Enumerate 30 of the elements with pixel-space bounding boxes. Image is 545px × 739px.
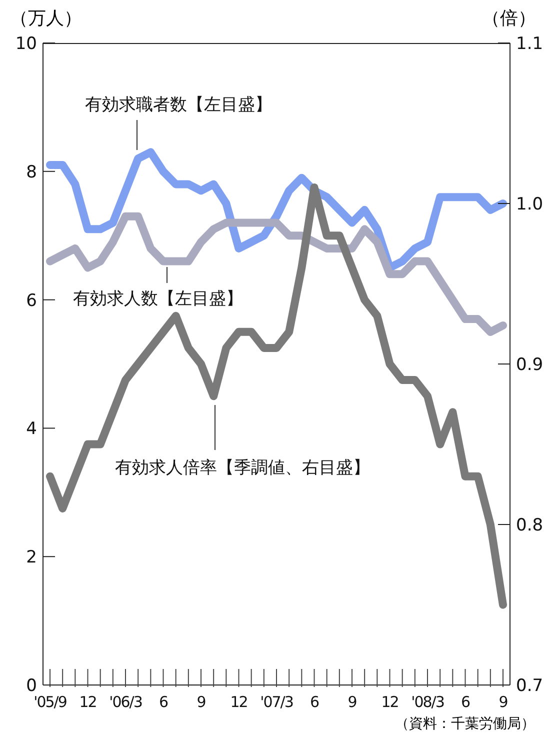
x-tick-label: 6 [158, 693, 168, 711]
x-tick-label: 6 [310, 693, 319, 711]
x-tick-label: '06/3 [109, 693, 142, 711]
y2-tick-label: 0.9 [516, 355, 544, 375]
y-tick-label: 6 [26, 290, 37, 311]
y2-tick-label: 1.1 [516, 34, 544, 54]
y-tick-label: 4 [26, 419, 37, 440]
y2-tick-label: 1.0 [516, 194, 544, 214]
x-tick-label: '05/9 [34, 693, 67, 711]
text: （資料：千葉労働局） [395, 715, 535, 733]
x-tick-label: 12 [230, 693, 248, 711]
text: 有効求職者数【左目盛】 [85, 95, 272, 115]
x-tick-label: 9 [196, 693, 206, 711]
series-label: 有効求人数【左目盛】 [73, 289, 243, 309]
x-tick-label: '07/3 [260, 693, 294, 711]
y-tick-label: 0 [26, 676, 37, 696]
x-tick-label: 6 [460, 693, 470, 711]
y-tick-label: 2 [26, 548, 37, 568]
y-tick-label: 8 [26, 162, 37, 182]
y2-tick-label: 0.7 [516, 676, 544, 696]
y-axis-title: （万人） [10, 7, 82, 30]
x-tick-label: 9 [498, 693, 508, 711]
y-tick-label: 10 [15, 34, 37, 54]
y2-tick-label: 0.8 [516, 516, 544, 536]
x-tick-label: 12 [381, 693, 399, 711]
x-tick-label: 12 [79, 693, 97, 711]
x-tick-label: 9 [348, 693, 357, 711]
x-tick-label: '08/3 [411, 693, 444, 711]
series-label: 有効求人倍率【季調値、右目盛】 [115, 458, 370, 478]
y2-axis-title: （倍） [482, 7, 536, 30]
